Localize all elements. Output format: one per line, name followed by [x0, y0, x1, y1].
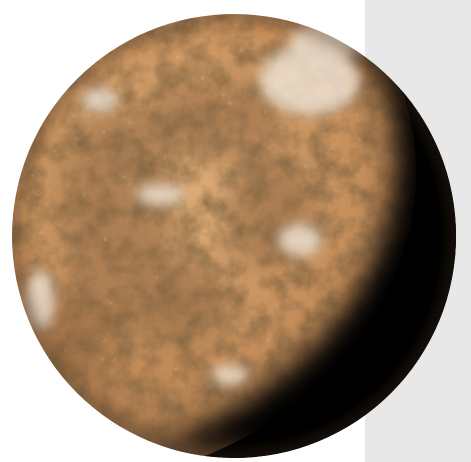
scene — [12, 0, 471, 462]
planet-image — [12, 14, 456, 458]
